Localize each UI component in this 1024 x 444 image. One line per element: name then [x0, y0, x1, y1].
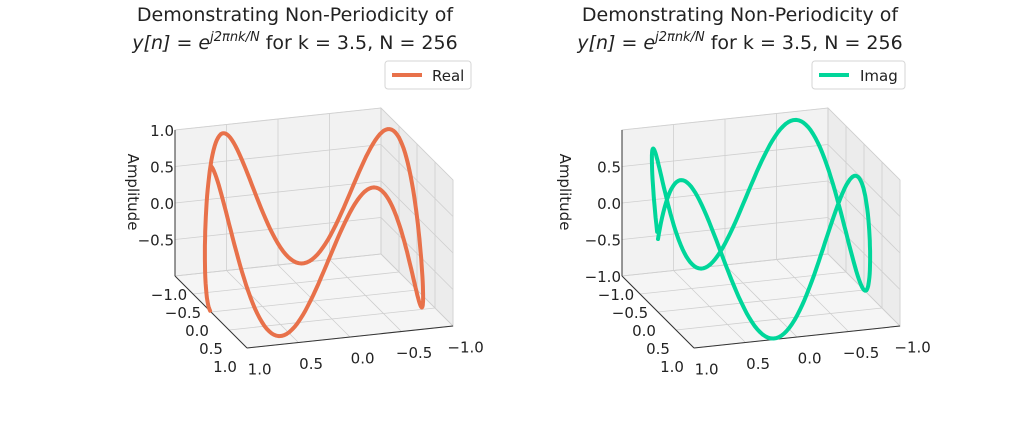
x-tick-label: 0.5: [299, 355, 323, 373]
x-axis-line: [693, 325, 901, 349]
z-axis-label: Amplitude: [124, 154, 142, 231]
title-math-rest: for k = 3.5, N = 256: [705, 32, 903, 54]
z-tick-label: 0.5: [597, 159, 621, 177]
y-tick-label: 1.0: [660, 358, 684, 376]
gridline: [827, 107, 901, 181]
x-tick-label: 1.0: [248, 361, 272, 379]
x-tick-label: −1.0: [894, 339, 930, 357]
y-tick-label: −1.0: [598, 286, 634, 304]
gridline: [174, 107, 382, 131]
title-math-base: y[n] = e: [576, 32, 655, 54]
y-tick-label: 0.0: [185, 322, 209, 340]
title-math-sup: j2πnk/N: [208, 30, 260, 45]
y-tick-label: 0.5: [199, 340, 223, 358]
gridline: [174, 180, 382, 204]
gridline: [827, 144, 901, 217]
x-tick-label: 0.5: [746, 355, 770, 373]
gridline: [657, 289, 865, 313]
y-tick-label: 0.5: [646, 340, 670, 358]
legend-label: Real: [432, 67, 464, 85]
legend-label: Imag: [860, 67, 898, 85]
z-tick-label: 1.0: [150, 122, 174, 140]
gridline: [380, 144, 454, 217]
z-tick-label: 0.5: [150, 159, 174, 177]
plot-title-line1: Demonstrating Non-Periodicity of: [137, 4, 455, 26]
z-tick-label: −0.5: [585, 232, 621, 250]
gridline: [210, 289, 418, 313]
series-line-real: [202, 127, 426, 339]
plot-title-line1: Demonstrating Non-Periodicity of: [582, 4, 900, 26]
title-math-rest: for k = 3.5, N = 256: [260, 32, 458, 54]
gridline: [621, 180, 829, 204]
x-tick-label: −1.0: [447, 339, 483, 357]
y-axis-line: [621, 275, 695, 349]
x-tick-label: 0.0: [798, 350, 822, 368]
x-tick-label: 1.0: [695, 361, 719, 379]
gridline: [827, 180, 901, 254]
x-tick-label: 0.0: [351, 350, 375, 368]
z-tick-label: −1.0: [585, 268, 621, 286]
legend: Imag: [811, 60, 906, 90]
y-tick-label: −0.5: [612, 304, 648, 322]
legend-box: [811, 60, 906, 90]
legend-box: [384, 60, 472, 90]
gridline: [621, 107, 829, 131]
z-tick-label: 0.0: [597, 195, 621, 213]
series-line-imag: [649, 117, 873, 341]
gridline: [226, 270, 299, 343]
x-axis-line: [246, 325, 454, 349]
subplot-real: Demonstrating Non-Periodicity of y[n] = …: [124, 4, 484, 379]
gridline: [380, 107, 454, 181]
gridline: [675, 307, 883, 331]
x-tick-label: −0.5: [843, 344, 879, 362]
y-tick-label: 0.0: [632, 322, 656, 340]
title-math-sup: j2πnk/N: [653, 30, 705, 45]
plot-title-line2: y[n] = ej2πnk/N for k = 3.5, N = 256: [576, 30, 902, 54]
z-tick-label: 0.0: [150, 195, 174, 213]
title-math-base: y[n] = e: [131, 32, 210, 54]
z-axis-label: Amplitude: [556, 154, 574, 231]
subplot-imag: Demonstrating Non-Periodicity of y[n] = …: [556, 4, 931, 379]
gridline: [673, 270, 746, 343]
y-tick-label: 1.0: [213, 358, 237, 376]
z-tick-label: −0.5: [138, 232, 174, 250]
y-tick-label: −0.5: [165, 304, 201, 322]
plot-title-line2: y[n] = ej2πnk/N for k = 3.5, N = 256: [131, 30, 457, 54]
legend: Real: [384, 60, 472, 90]
y-tick-label: −1.0: [151, 286, 187, 304]
x-tick-label: −0.5: [396, 344, 432, 362]
